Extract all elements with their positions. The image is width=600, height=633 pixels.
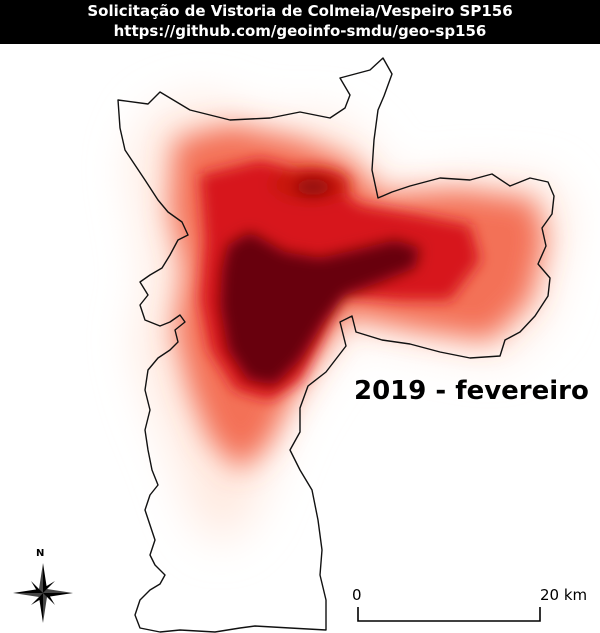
compass-rose-icon xyxy=(13,563,73,623)
north-label: N xyxy=(36,548,45,559)
city-boundary xyxy=(117,57,555,633)
map-title: Solicitação de Vistoria de Colmeia/Vespe… xyxy=(87,2,513,20)
header-banner: Solicitação de Vistoria de Colmeia/Vespe… xyxy=(0,0,600,44)
scale-bar xyxy=(357,607,541,622)
period-label: 2019 - fevereiro xyxy=(354,376,589,406)
source-url: https://github.com/geoinfo-smdu/geo-sp15… xyxy=(113,22,487,40)
scale-start-label: 0 xyxy=(352,586,362,604)
heat-layer-core xyxy=(220,179,420,385)
scale-end-label: 20 km xyxy=(540,586,588,604)
